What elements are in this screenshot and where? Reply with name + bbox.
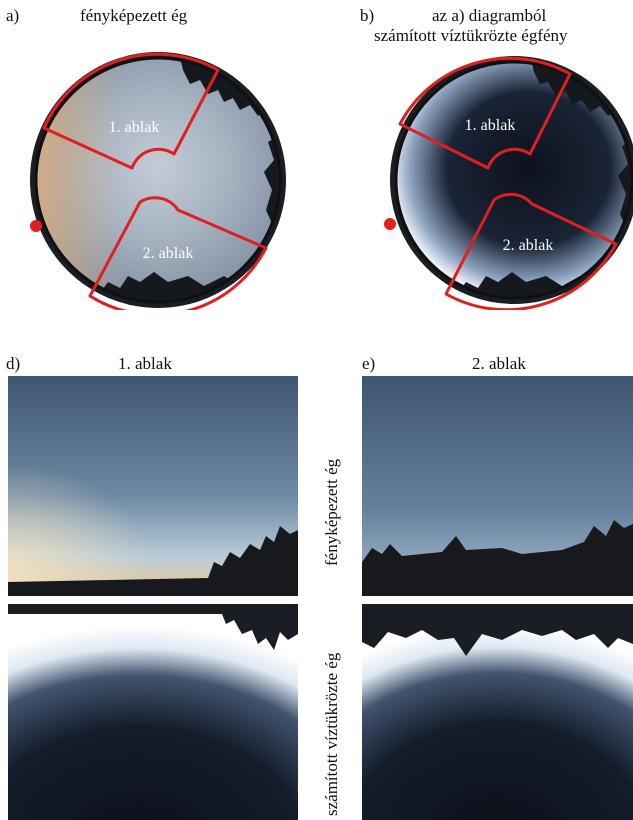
panel-b-letter: b) <box>360 6 375 25</box>
panel-b-title-line2: számított víztükrözte égfény <box>374 26 568 45</box>
tree-reflection <box>362 604 633 656</box>
panel-b-title-line1: az a) diagramból <box>432 6 547 25</box>
panel-b-window1-label: 1. ablak <box>465 117 516 134</box>
panel-d-photo <box>8 376 298 596</box>
panel-a-fisheye: 1. ablak 2. ablak <box>30 52 286 310</box>
horizon-silhouette <box>362 520 633 596</box>
window-2-outline <box>88 196 268 310</box>
panel-b-fisheye: 1. ablak 2. ablak <box>384 56 633 310</box>
panel-a-window1-label: 1. ablak <box>109 119 160 136</box>
panel-e-letter: e) <box>362 354 376 373</box>
row-label-photographed: fényképezett ég <box>322 458 341 566</box>
window-1-outline <box>398 56 572 170</box>
sun-marker-dot <box>384 218 396 230</box>
panel-e-computed <box>362 604 633 820</box>
panel-d-title: 1. ablak <box>118 354 172 373</box>
sun-marker-dot <box>30 220 42 232</box>
row-label-computed: számított víztükrözte ég <box>322 652 341 816</box>
panel-d-computed <box>8 604 298 820</box>
panel-b-window2-label: 2. ablak <box>503 237 554 254</box>
window-2-outline <box>444 192 618 310</box>
panel-e-title: 2. ablak <box>472 354 526 373</box>
panel-d-letter: d) <box>6 354 21 373</box>
panel-a-letter: a) <box>6 6 20 25</box>
tree-reflection <box>218 604 298 650</box>
horizon-silhouette <box>8 526 298 596</box>
panel-a-window2-label: 2. ablak <box>143 245 194 262</box>
panel-e-photo <box>362 376 633 596</box>
window-1-outline <box>42 52 220 170</box>
panel-a-title: fényképezett ég <box>80 6 188 25</box>
